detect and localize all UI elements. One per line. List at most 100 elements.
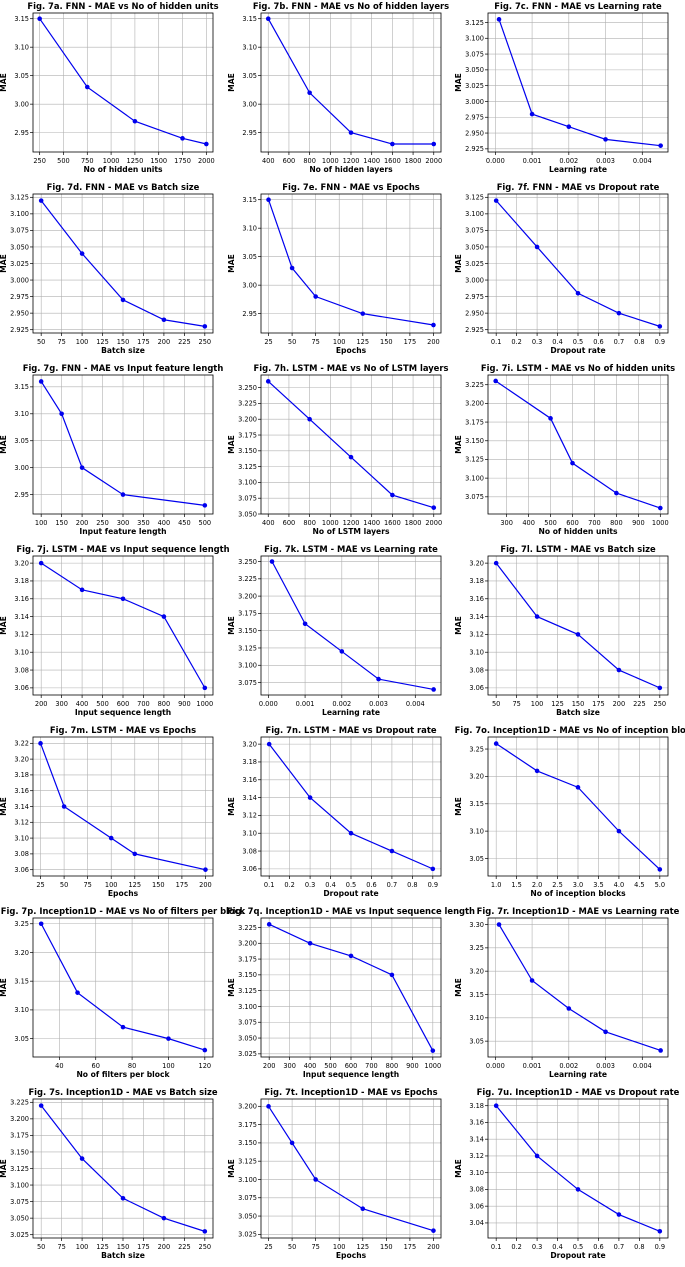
x-tick-label: 50 <box>288 338 296 346</box>
chart-panel: Fig. 7r. Inception1D - MAE vs Learning r… <box>454 906 680 1079</box>
data-point <box>360 311 366 316</box>
y-axis-label: MAE <box>0 797 8 816</box>
y-tick-label: 3.250 <box>238 558 257 566</box>
x-tick-label: 50 <box>288 1243 296 1251</box>
y-tick-label: 3.225 <box>238 924 257 932</box>
data-point <box>657 685 663 691</box>
data-point <box>430 1048 436 1053</box>
y-tick-label: 3.06 <box>14 866 29 874</box>
x-tick-label: 250 <box>199 338 212 346</box>
x-tick-label: 500 <box>324 1062 337 1070</box>
x-tick-label: 200 <box>158 338 171 346</box>
y-tick-label: 3.15 <box>242 196 257 204</box>
y-axis-label: MAE <box>227 797 236 816</box>
y-tick-label: 3.025 <box>10 260 29 268</box>
plot-frame <box>32 917 214 1058</box>
data-point <box>79 587 85 593</box>
y-tick-label: 3.05 <box>242 253 257 261</box>
y-tick-label: 3.225 <box>238 400 257 408</box>
x-tick-label: 300 <box>55 700 68 708</box>
x-axis-label: Dropout rate <box>550 1251 605 1260</box>
x-tick-label: 100 <box>76 1243 89 1251</box>
x-tick-label: 200 <box>76 519 89 527</box>
y-tick-label: 3.200 <box>238 592 257 600</box>
y-tick-label: 3.00 <box>242 100 257 108</box>
x-tick-label: 225 <box>178 338 191 346</box>
data-point <box>161 1215 167 1221</box>
y-tick-label: 3.20 <box>14 559 29 567</box>
data-point <box>529 111 535 117</box>
y-tick-label: 3.10 <box>14 43 29 51</box>
data-point <box>161 614 167 619</box>
y-tick-label: 3.025 <box>238 1050 257 1058</box>
x-axis-label: Learning rate <box>322 708 380 717</box>
x-tick-label: 4.0 <box>614 881 625 889</box>
y-tick-label: 3.08 <box>14 666 29 674</box>
data-point <box>38 741 43 746</box>
x-tick-label: 0.7 <box>614 338 625 346</box>
data-point <box>202 1047 208 1053</box>
x-tick-label: 0.9 <box>655 1243 666 1251</box>
x-tick-label: 1400 <box>363 519 380 527</box>
x-tick-label: 150 <box>380 338 393 346</box>
series-line <box>39 18 207 145</box>
y-tick-label: 3.000 <box>465 98 484 106</box>
x-tick-label: 500 <box>544 519 557 527</box>
y-tick-label: 3.100 <box>10 210 29 218</box>
chart-title: Fig. 7g. FNN - MAE vs Input feature leng… <box>23 363 224 373</box>
x-axis-label: Learning rate <box>549 165 607 174</box>
y-axis-label: MAE <box>0 73 8 92</box>
y-axis-label: MAE <box>454 1159 463 1178</box>
y-tick-label: 3.125 <box>10 1165 29 1173</box>
y-axis-label: MAE <box>0 435 8 454</box>
y-tick-label: 3.10 <box>14 649 29 657</box>
y-tick-label: 3.14 <box>14 803 29 811</box>
data-point <box>79 1156 85 1161</box>
x-tick-label: 0.9 <box>655 338 666 346</box>
y-tick-label: 3.075 <box>238 1019 257 1027</box>
x-tick-label: 0.1 <box>264 881 275 889</box>
x-tick-label: 100 <box>333 1243 346 1251</box>
y-tick-label: 3.175 <box>10 1132 29 1140</box>
data-point <box>389 848 395 854</box>
x-tick-label: 0.2 <box>511 1243 522 1251</box>
data-point <box>616 667 622 673</box>
data-point <box>493 1103 499 1108</box>
x-axis-label: Dropout rate <box>550 346 605 355</box>
x-tick-label: 1000 <box>196 700 213 708</box>
data-point <box>266 922 272 927</box>
data-point <box>431 141 437 147</box>
x-tick-label: 300 <box>500 519 513 527</box>
y-tick-label: 3.10 <box>14 410 29 418</box>
y-tick-label: 3.225 <box>238 575 257 583</box>
x-tick-label: 400 <box>522 519 535 527</box>
plot-frame <box>32 193 214 334</box>
x-tick-label: 1400 <box>363 157 380 165</box>
data-point <box>132 118 138 124</box>
x-tick-label: 0.000 <box>259 700 278 708</box>
y-tick-label: 3.075 <box>465 50 484 58</box>
plot-frame <box>260 736 442 877</box>
y-tick-label: 3.100 <box>238 479 257 487</box>
y-tick-label: 3.100 <box>465 210 484 218</box>
y-tick-label: 3.075 <box>465 227 484 235</box>
x-tick-label: 0.3 <box>305 881 316 889</box>
y-tick-label: 3.125 <box>238 463 257 471</box>
y-tick-label: 3.00 <box>14 100 29 108</box>
chart-title: Fig. 7e. FNN - MAE vs Epochs <box>282 182 420 192</box>
y-tick-label: 3.10 <box>469 1014 484 1022</box>
chart-title: Fig. 7b. FNN - MAE vs No of hidden layer… <box>253 1 449 11</box>
x-tick-label: 175 <box>176 881 189 889</box>
x-tick-label: 400 <box>76 700 89 708</box>
data-point <box>616 1212 622 1217</box>
y-axis-label: MAE <box>227 73 236 92</box>
y-tick-label: 3.10 <box>242 830 257 838</box>
x-tick-label: 0.002 <box>332 700 351 708</box>
x-axis-label: Learning rate <box>549 1070 607 1079</box>
x-tick-label: 1200 <box>343 519 360 527</box>
y-tick-label: 3.18 <box>242 758 257 766</box>
x-tick-label: 0.1 <box>491 1243 502 1251</box>
data-point <box>38 379 44 384</box>
plot-frame <box>487 917 669 1058</box>
x-tick-label: 200 <box>427 338 440 346</box>
